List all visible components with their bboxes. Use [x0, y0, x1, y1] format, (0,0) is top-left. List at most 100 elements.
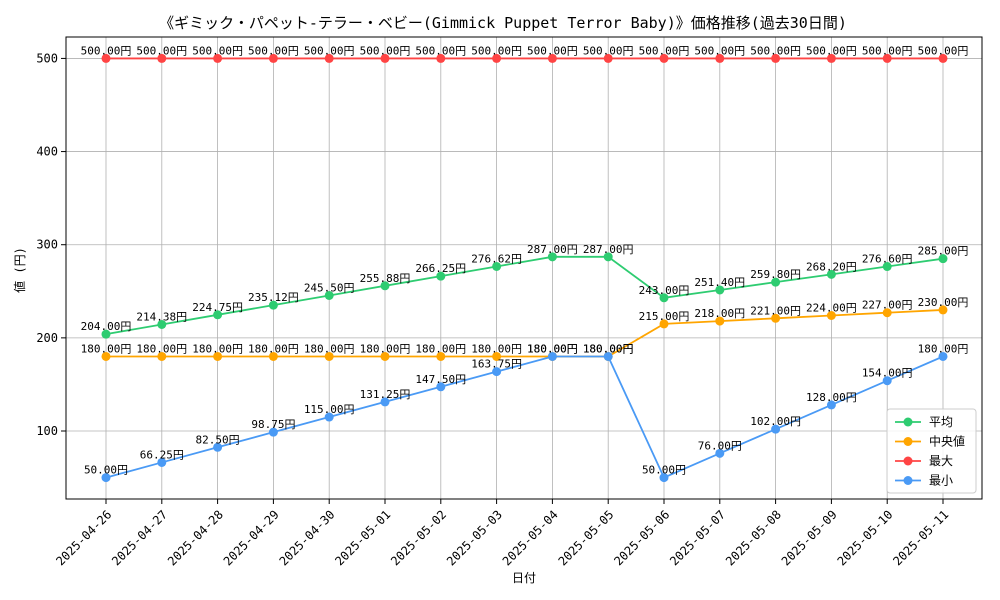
data-label: 180.00円 [248, 342, 299, 355]
data-label: 180.00円 [918, 342, 969, 355]
data-point [157, 53, 167, 63]
data-point [380, 397, 390, 407]
data-point [157, 457, 167, 467]
data-point [547, 351, 557, 361]
data-label: 98.75円 [251, 418, 295, 431]
data-point [882, 53, 892, 63]
data-point [380, 53, 390, 63]
data-label: 50.00円 [642, 464, 686, 477]
data-label: 287.00円 [527, 243, 578, 256]
data-point [324, 351, 334, 361]
x-tick-label: 2025-04-28 [165, 507, 226, 568]
data-point [492, 53, 502, 63]
data-label: 215.00円 [639, 310, 690, 323]
data-label: 287.00円 [583, 243, 634, 256]
data-point [882, 308, 892, 318]
x-tick-label: 2025-04-27 [109, 507, 170, 568]
y-tick-label: 300 [36, 238, 58, 252]
x-tick-label: 2025-04-26 [53, 507, 114, 568]
data-label: 255.88円 [360, 272, 411, 285]
data-label: 76.00円 [698, 439, 742, 452]
x-tick-label: 2025-05-10 [835, 507, 896, 568]
series-line [105, 255, 944, 336]
data-point [324, 53, 334, 63]
data-label: 500.00円 [750, 44, 801, 57]
data-label: 204.00円 [81, 320, 132, 333]
legend-label: 最大 [929, 454, 953, 468]
data-point [268, 351, 278, 361]
data-label: 245.50円 [304, 281, 355, 294]
x-tick-label: 2025-05-09 [779, 507, 840, 568]
legend-marker [903, 456, 913, 466]
data-point [324, 412, 334, 422]
data-label: 163.75円 [471, 358, 522, 371]
data-point [101, 351, 111, 361]
data-point [492, 261, 502, 271]
data-label: 131.25円 [360, 388, 411, 401]
data-point [268, 427, 278, 437]
y-tick-label: 100 [36, 424, 58, 438]
data-point [603, 252, 613, 262]
grid [66, 37, 982, 499]
series-line [106, 309, 944, 358]
data-point [938, 254, 948, 264]
data-label: 500.00円 [81, 44, 132, 57]
data-label: 500.00円 [248, 44, 299, 57]
data-label: 266.25円 [415, 262, 466, 275]
data-label: 82.50円 [196, 433, 240, 446]
data-label: 180.00円 [527, 342, 578, 355]
data-point [603, 53, 613, 63]
data-point [492, 351, 502, 361]
data-point [826, 400, 836, 410]
data-point [101, 329, 111, 339]
data-label: 500.00円 [527, 44, 578, 57]
data-point [436, 53, 446, 63]
data-label: 500.00円 [360, 44, 411, 57]
data-point [659, 319, 669, 329]
y-tick-label: 500 [36, 51, 58, 65]
data-label: 180.00円 [304, 342, 355, 355]
data-label: 224.00円 [806, 302, 857, 315]
legend-label: 最小 [929, 474, 953, 488]
data-point [882, 262, 892, 272]
data-label: 180.00円 [583, 342, 634, 355]
x-tick-label: 2025-05-07 [667, 507, 728, 568]
data-point [157, 351, 167, 361]
data-point [938, 53, 948, 63]
data-label: 180.00円 [415, 342, 466, 355]
data-point [938, 351, 948, 361]
data-label: 224.75円 [192, 301, 243, 314]
y-tick-label: 400 [36, 145, 58, 159]
data-label: 218.00円 [694, 307, 745, 320]
data-point [771, 424, 781, 434]
data-label: 500.00円 [862, 44, 913, 57]
data-label: 128.00円 [806, 391, 857, 404]
data-point [101, 53, 111, 63]
data-point [826, 53, 836, 63]
data-point [715, 285, 725, 295]
y-tick-label: 200 [36, 331, 58, 345]
data-point [771, 313, 781, 323]
data-label: 276.62円 [471, 252, 522, 265]
x-tick-label: 2025-05-11 [890, 507, 951, 568]
legend-marker [903, 417, 913, 427]
x-tick-label: 2025-05-04 [500, 507, 561, 568]
data-point [938, 305, 948, 315]
data-label: 259.80円 [750, 268, 801, 281]
data-label: 500.00円 [918, 44, 969, 57]
data-label: 500.00円 [806, 44, 857, 57]
plot-frame [65, 36, 983, 500]
legend-marker [903, 476, 913, 485]
data-label: 251.40円 [694, 276, 745, 289]
data-label: 500.00円 [471, 44, 522, 57]
data-label: 500.00円 [694, 44, 745, 57]
x-tick-label: 2025-05-08 [723, 507, 784, 568]
series-line [105, 355, 944, 479]
data-label: 180.00円 [527, 342, 578, 355]
data-point [547, 53, 557, 63]
data-point [659, 473, 669, 483]
data-point [324, 290, 334, 300]
data-label: 227.00円 [862, 299, 913, 312]
x-tick-label: 2025-05-03 [444, 507, 505, 568]
x-tick-label: 2025-05-05 [556, 507, 617, 568]
